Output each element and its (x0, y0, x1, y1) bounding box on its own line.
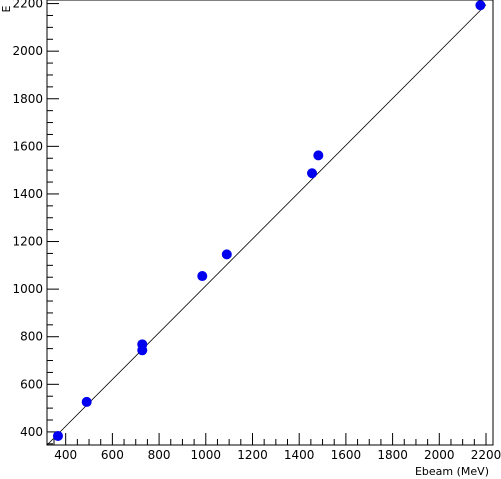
y-axis-label: E (0, 5, 13, 12)
x-tick-label: 1200 (237, 448, 268, 462)
x-tick-label: 2200 (471, 448, 501, 462)
x-tick-label: 2000 (424, 448, 455, 462)
data-point (137, 345, 148, 356)
y-tick-label: 800 (20, 330, 43, 344)
x-tick-label: 400 (54, 448, 77, 462)
y-tick-label: 2200 (12, 0, 43, 11)
x-tick-label: 800 (148, 448, 171, 462)
y-tick-label: 1000 (12, 282, 43, 296)
x-tick-label: 1000 (191, 448, 222, 462)
data-point (307, 168, 318, 179)
points-layer (52, 0, 486, 441)
x-tick-label: 1600 (331, 448, 362, 462)
data-point (475, 0, 486, 11)
fit-line (46, 4, 487, 446)
x-tick-label: 600 (101, 448, 124, 462)
x-tick-label: 1800 (377, 448, 408, 462)
y-tick-label: 2000 (12, 44, 43, 58)
y-tick-label: 1800 (12, 92, 43, 106)
data-point (52, 430, 63, 441)
ticks-layer: 400 600 800 1000 1200 1400 1600 1800 2000 2200 400… (12, 0, 501, 462)
y-tick-label: 600 (20, 377, 43, 391)
data-point (313, 150, 324, 161)
x-tick-label: 1400 (284, 448, 315, 462)
y-tick-label: 1600 (12, 139, 43, 153)
data-point (197, 271, 208, 282)
data-point (221, 249, 232, 260)
fit-line-layer (46, 4, 487, 446)
data-point (81, 396, 92, 407)
x-axis-label: Ebeam (MeV) (415, 465, 489, 478)
y-tick-label: 400 (20, 425, 43, 439)
y-tick-label: 1400 (12, 187, 43, 201)
y-tick-label: 1200 (12, 235, 43, 249)
